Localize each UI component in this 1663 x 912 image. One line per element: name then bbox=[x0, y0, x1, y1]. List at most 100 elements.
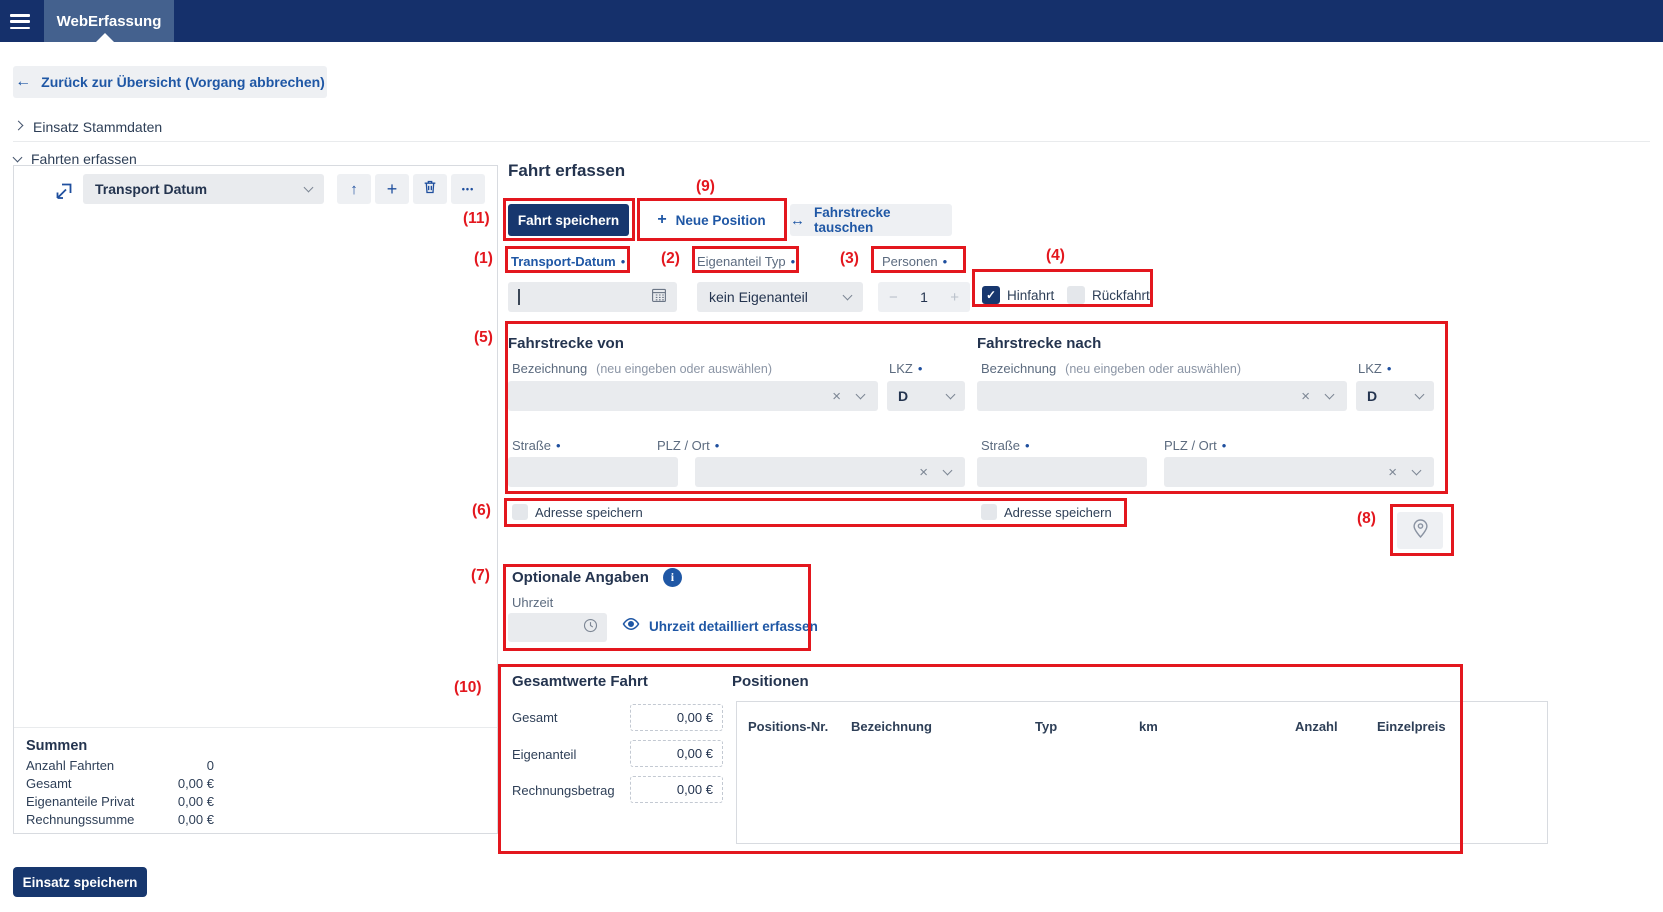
eigenanteil-typ-select[interactable]: kein Eigenanteil bbox=[697, 282, 863, 312]
sort-dropdown[interactable]: Transport Datum bbox=[83, 174, 324, 204]
tab-label: WebErfassung bbox=[56, 12, 162, 30]
section-divider bbox=[13, 141, 1650, 142]
annotation-label-6: (6) bbox=[472, 502, 491, 519]
eigenanteil-label: Eigenanteil bbox=[512, 747, 577, 762]
back-button-label: Zurück zur Übersicht (Vorgang abbrechen) bbox=[41, 74, 325, 90]
von-bezeichnung-combobox[interactable]: × bbox=[508, 381, 878, 411]
nach-strasse-label: Straße • bbox=[981, 438, 1030, 453]
text-caret bbox=[518, 289, 520, 305]
collapse-panel-icon[interactable] bbox=[54, 181, 74, 201]
summen-divider bbox=[14, 727, 497, 728]
annotation-label-9: (9) bbox=[696, 178, 715, 195]
add-trip-button[interactable]: + bbox=[375, 174, 409, 204]
required-marker: • bbox=[1025, 438, 1030, 453]
plus-icon: + bbox=[657, 211, 667, 228]
gesamtwerte-title: Gesamtwerte Fahrt bbox=[512, 673, 648, 690]
uhrzeit-detail-link[interactable]: Uhrzeit detailliert erfassen bbox=[622, 617, 818, 636]
summen-row-value: 0 bbox=[206, 758, 214, 773]
summen-row-value: 0,00 € bbox=[177, 794, 214, 809]
menu-icon[interactable] bbox=[10, 14, 30, 29]
trash-icon bbox=[422, 178, 438, 200]
annotation-label-4: (4) bbox=[1046, 247, 1065, 264]
von-strasse-input[interactable] bbox=[508, 457, 678, 487]
nach-plz-ort-combobox[interactable]: × bbox=[1164, 457, 1434, 487]
eigenanteil-typ-label: Eigenanteil Typ • bbox=[697, 254, 796, 269]
map-pin-button[interactable] bbox=[1397, 512, 1443, 549]
hinfahrt-checkbox-group[interactable]: ✓ Hinfahrt bbox=[982, 286, 1054, 304]
von-plz-ort-combobox[interactable]: × bbox=[695, 457, 965, 487]
section-fahrten-erfassen[interactable]: Fahrten erfassen bbox=[12, 151, 137, 167]
clear-icon[interactable]: × bbox=[1301, 387, 1310, 405]
chevron-down-icon[interactable] bbox=[855, 389, 866, 400]
transport-datum-input[interactable] bbox=[508, 282, 677, 312]
section-label: Einsatz Stammdaten bbox=[33, 119, 163, 135]
clear-icon[interactable]: × bbox=[832, 387, 841, 405]
adresse-speichern-label: Adresse speichern bbox=[1004, 504, 1112, 520]
nach-strasse-input[interactable] bbox=[977, 457, 1147, 487]
summen-row-label: Gesamt bbox=[26, 776, 72, 791]
gesamt-label: Gesamt bbox=[512, 710, 558, 725]
neue-position-label: Neue Position bbox=[675, 212, 766, 228]
section-einsatz-stammdaten[interactable]: Einsatz Stammdaten bbox=[13, 119, 163, 135]
rechnungsbetrag-label: Rechnungsbetrag bbox=[512, 783, 615, 798]
rueckfahrt-checkbox[interactable] bbox=[1067, 286, 1085, 304]
fahrstrecke-nach-title: Fahrstrecke nach bbox=[977, 335, 1102, 352]
positionen-table: Positions-Nr. Bezeichnung Typ km Anzahl … bbox=[736, 701, 1548, 844]
fahrstrecke-tauschen-button[interactable]: ↔ Fahrstrecke tauschen bbox=[790, 204, 952, 236]
chevron-down-icon[interactable] bbox=[1324, 389, 1335, 400]
col-typ: Typ bbox=[1035, 719, 1058, 734]
required-marker: • bbox=[714, 438, 720, 453]
summen-row-label: Rechnungssumme bbox=[26, 812, 135, 827]
back-to-overview-button[interactable]: ← Zurück zur Übersicht (Vorgang abbreche… bbox=[13, 66, 327, 98]
adresse-speichern-label: Adresse speichern bbox=[535, 504, 643, 520]
gesamt-value: 0,00 € bbox=[630, 704, 723, 731]
von-lkz-value: D bbox=[898, 388, 909, 404]
eye-icon bbox=[622, 617, 640, 636]
rueckfahrt-checkbox-group[interactable]: Rückfahrt bbox=[1067, 286, 1150, 304]
move-up-button[interactable]: ↑ bbox=[337, 174, 371, 204]
annotation-label-8: (8) bbox=[1357, 510, 1376, 527]
chevron-down-icon bbox=[303, 182, 314, 193]
required-marker: • bbox=[1386, 361, 1392, 376]
nach-adresse-speichern-checkbox[interactable] bbox=[981, 504, 997, 520]
nach-adresse-speichern-group[interactable]: Adresse speichern bbox=[981, 504, 1112, 520]
hinfahrt-checkbox[interactable]: ✓ bbox=[982, 286, 1000, 304]
chevron-down-icon[interactable] bbox=[942, 465, 953, 476]
annotation-label-3: (3) bbox=[840, 250, 859, 267]
ellipsis-icon: ••• bbox=[461, 184, 475, 194]
von-adresse-speichern-group[interactable]: Adresse speichern bbox=[512, 504, 643, 520]
clear-icon[interactable]: × bbox=[1388, 463, 1397, 481]
annotation-label-11: (11) bbox=[463, 210, 490, 227]
uhrzeit-input[interactable] bbox=[508, 613, 607, 642]
summen-row-value: 0,00 € bbox=[177, 812, 214, 827]
chevron-down-icon[interactable] bbox=[1411, 465, 1422, 476]
delete-trip-button[interactable] bbox=[413, 174, 447, 204]
eigenanteil-typ-value: kein Eigenanteil bbox=[709, 289, 808, 305]
more-options-button[interactable]: ••• bbox=[451, 174, 485, 204]
nach-lkz-select[interactable]: D bbox=[1356, 381, 1434, 411]
chevron-down-icon bbox=[842, 290, 853, 301]
required-marker: • bbox=[942, 254, 948, 269]
clear-icon[interactable]: × bbox=[919, 463, 928, 481]
fahrt-speichern-button[interactable]: Fahrt speichern bbox=[508, 204, 629, 236]
von-adresse-speichern-checkbox[interactable] bbox=[512, 504, 528, 520]
minus-icon[interactable]: − bbox=[889, 288, 898, 306]
section-label: Fahrten erfassen bbox=[31, 151, 137, 167]
required-marker: • bbox=[917, 361, 923, 376]
bezeichnung-hint: (neu eingeben oder auswählen) bbox=[596, 362, 772, 376]
personen-stepper[interactable]: − 1 + bbox=[878, 282, 970, 312]
annotation-label-5: (5) bbox=[474, 329, 493, 346]
swap-arrows-icon: ↔ bbox=[790, 211, 805, 229]
plus-icon[interactable]: + bbox=[950, 288, 959, 306]
info-icon[interactable]: i bbox=[662, 568, 682, 587]
annotation-label-10: (10) bbox=[454, 679, 482, 696]
check-icon: ✓ bbox=[985, 288, 997, 302]
neue-position-button[interactable]: + Neue Position bbox=[641, 204, 782, 236]
col-km: km bbox=[1139, 719, 1158, 734]
optionale-angaben-title: Optionale Angaben bbox=[512, 569, 649, 586]
summen-row-value: 0,00 € bbox=[177, 776, 214, 791]
von-lkz-select[interactable]: D bbox=[887, 381, 965, 411]
eigenanteil-value: 0,00 € bbox=[630, 740, 723, 767]
nach-bezeichnung-combobox[interactable]: × bbox=[977, 381, 1347, 411]
einsatz-speichern-button[interactable]: Einsatz speichern bbox=[13, 867, 147, 897]
